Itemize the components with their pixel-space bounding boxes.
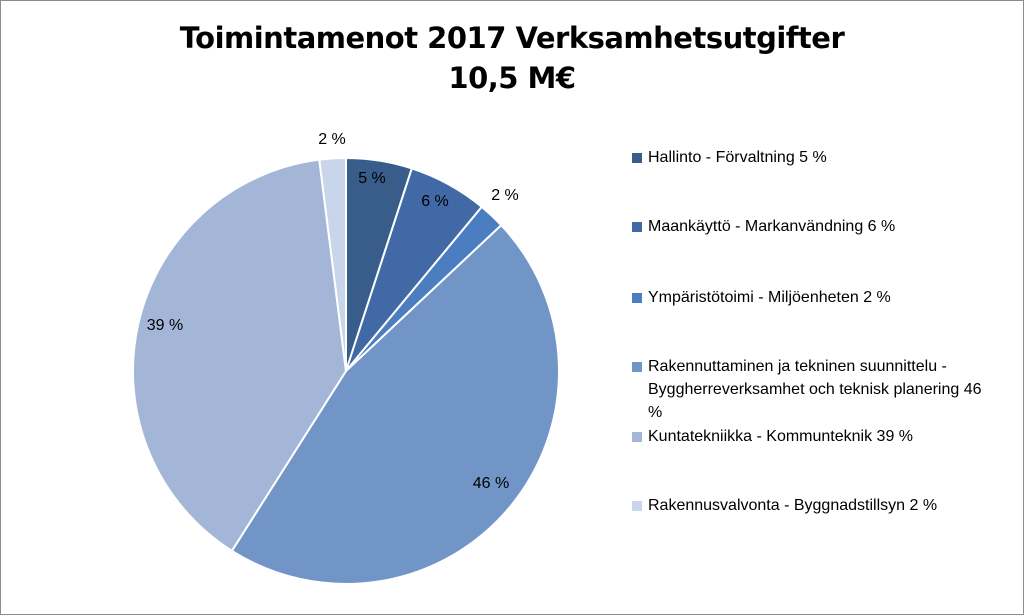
chart-title-block: Toimintamenot 2017 Verksamhetsutgifter 1…	[0, 18, 1024, 98]
legend-label: Kuntatekniikka - Kommunteknik 39 %	[648, 428, 914, 445]
legend-label: Maankäyttö - Markanvändning 6 %	[648, 218, 896, 235]
legend-swatch	[632, 153, 642, 163]
legend-label: Rakennusvalvonta - Byggnadstillsyn 2 %	[648, 497, 938, 514]
legend-swatch	[632, 222, 642, 232]
pie-slice-6	[318, 156, 347, 372]
legend-label: Hallinto - Förvaltning 5 %	[648, 149, 827, 166]
legend-swatch	[632, 293, 642, 303]
legend-swatch	[632, 432, 642, 442]
legend-label: Rakennuttaminen ja tekninen suunnittelu …	[648, 358, 982, 421]
slice-data-label-6: 2 %	[318, 131, 346, 148]
legend-swatch	[632, 501, 642, 511]
legend-label: Ympäristötoimi - Miljöenheten 2 %	[648, 289, 891, 306]
slice-data-label-3: 2 %	[491, 187, 519, 204]
slice-data-label-1: 5 %	[358, 170, 386, 187]
slice-data-label-5: 39 %	[147, 317, 183, 334]
chart-title: Toimintamenot 2017 Verksamhetsutgifter	[179, 21, 845, 55]
pie-slice-5	[132, 158, 348, 553]
pie-slice-4	[230, 223, 560, 585]
chart-subtitle: 10,5 M€	[448, 61, 576, 95]
slice-data-label-2: 6 %	[421, 193, 449, 210]
legend-swatch	[632, 362, 642, 372]
slice-data-label-4: 46 %	[473, 475, 509, 492]
